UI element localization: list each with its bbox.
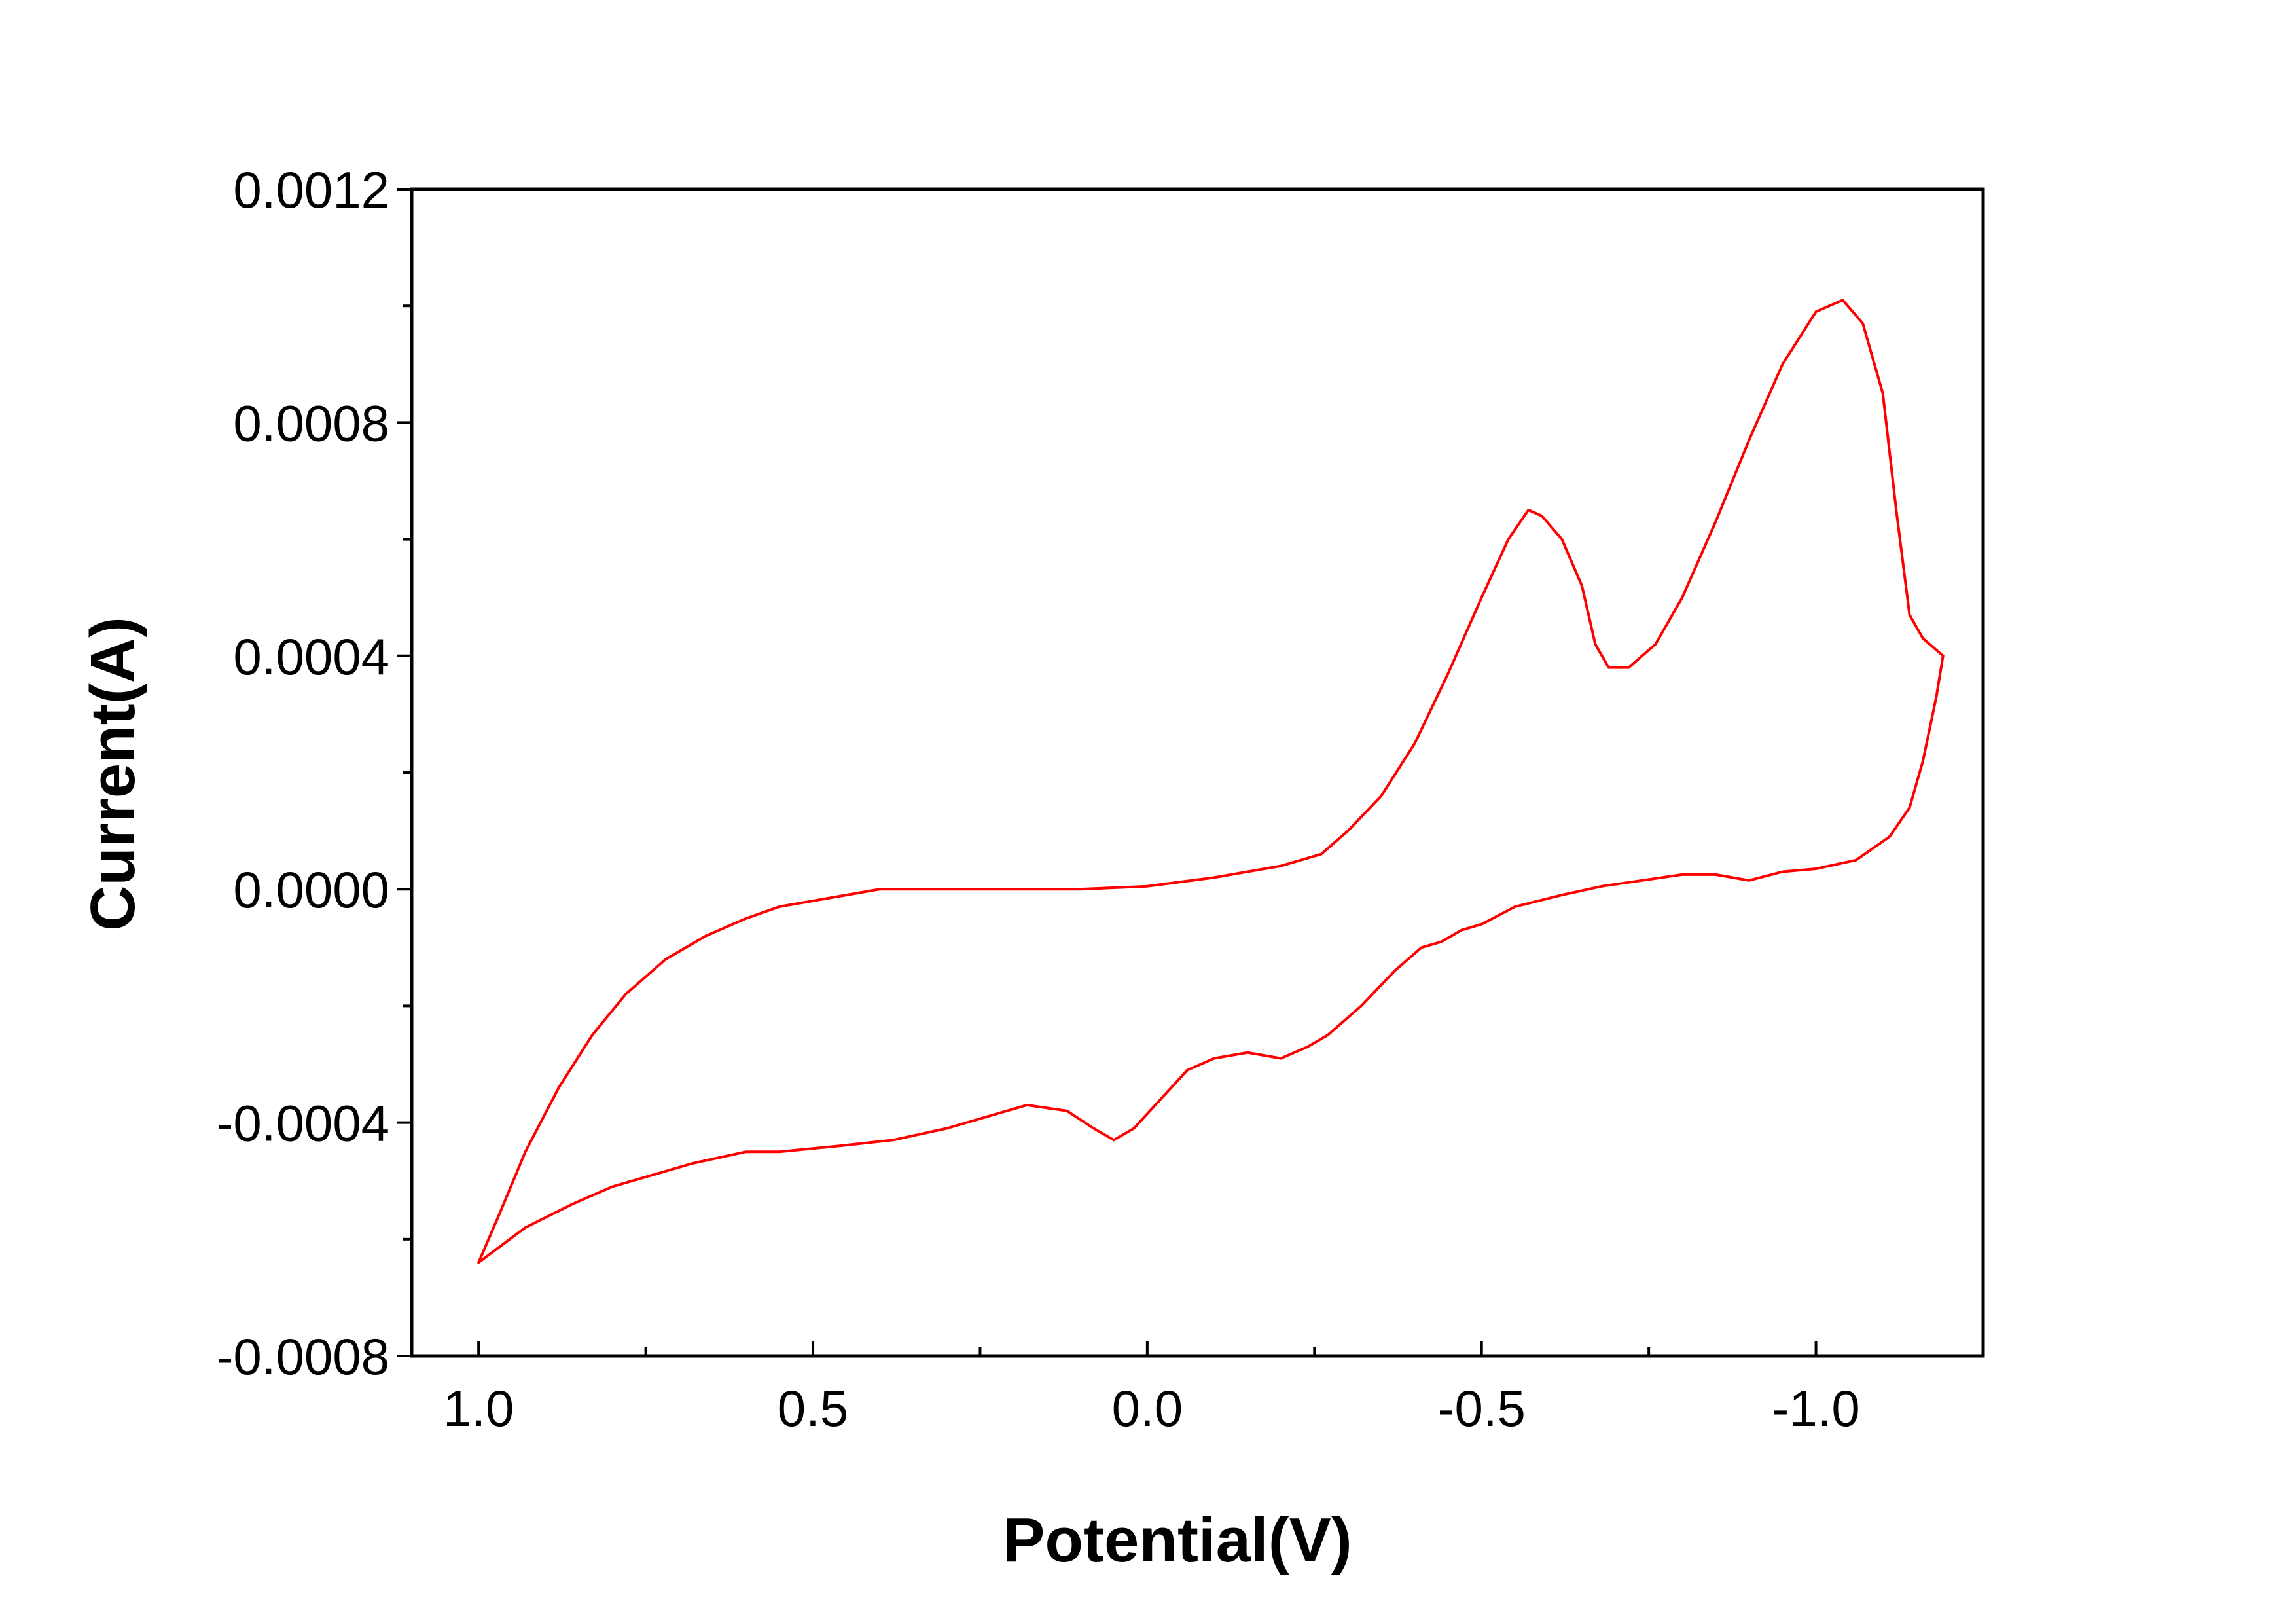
y-axis-title: Current(A) [78,617,148,931]
x-tick-label: -1.0 [1772,1379,1859,1437]
series-layer [477,299,1945,1264]
y-tick-label: 0.0004 [233,628,389,685]
x-tick-label: 1.0 [443,1379,514,1437]
x-tick-label: 0.5 [778,1379,848,1437]
x-axis-tick-labels: 1.0 0.5 0.0 -0.5 -1.0 [443,1379,1860,1437]
y-tick-label: -0.0004 [216,1095,389,1152]
x-tick-label: 0.0 [1112,1379,1183,1437]
y-tick-label: 0.0000 [233,861,389,919]
y-tick-label: -0.0008 [216,1328,389,1385]
y-tick-label: 0.0008 [233,394,389,452]
x-axis-title: Potential(V) [1003,1505,1352,1575]
plot-frame [410,187,1985,1358]
y-tick-label: 0.0012 [233,161,389,219]
x-axis-ticks [477,1341,1818,1356]
y-axis-tick-labels: -0.0008 -0.0004 0.0000 0.0004 0.0008 0.0012 [216,161,389,1385]
x-tick-label: -0.5 [1438,1379,1526,1437]
y-axis-ticks [397,188,412,1357]
series-line [477,299,1945,1264]
